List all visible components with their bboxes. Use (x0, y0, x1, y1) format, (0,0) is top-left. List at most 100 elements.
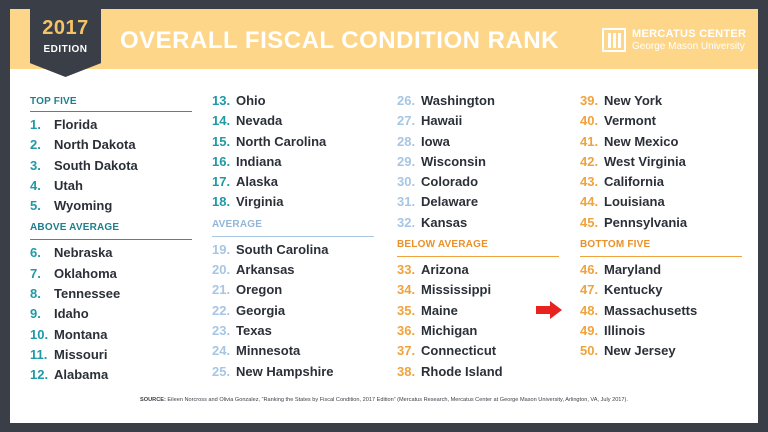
rank-number: 5. (30, 198, 41, 214)
rank-number: 36. (397, 322, 416, 338)
state-name: Colorado (421, 174, 479, 190)
state-name: South Dakota (54, 157, 138, 173)
state-name: New Hampshire (236, 363, 334, 379)
rank-number: 7. (30, 265, 41, 281)
rank-number: 49. (580, 322, 599, 338)
rank-number: 16. (212, 153, 231, 169)
logo-line2: George Mason University (632, 41, 745, 52)
rank-number: 9. (30, 306, 41, 322)
rank-number: 4. (30, 177, 41, 193)
state-name: Minnesota (236, 343, 301, 359)
rank-number: 26. (397, 93, 416, 108)
state-name: Kentucky (604, 282, 663, 298)
rank-number: 25. (212, 363, 231, 379)
rank-number: 28. (397, 133, 416, 149)
state-name: Georgia (236, 302, 286, 318)
rank-row: 35. Maine (397, 301, 559, 321)
rank-number: 20. (212, 262, 231, 278)
state-name: Pennsylvania (604, 214, 688, 230)
state-name: Virginia (236, 194, 284, 210)
rank-row: 10. Montana (30, 325, 192, 345)
rank-row: 24. Minnesota (212, 341, 374, 361)
rank-number: 41. (580, 133, 599, 149)
header-banner: 2017 EDITION OVERALL FISCAL CONDITION RA… (10, 0, 758, 77)
state-name: Rhode Island (421, 363, 503, 379)
state-name: Washington (421, 93, 495, 108)
section-above-average: ABOVE AVERAGE (30, 216, 192, 241)
state-name: North Carolina (236, 133, 327, 149)
rank-row: 50. New Jersey (580, 341, 742, 361)
rank-row: 32. Kansas (397, 213, 559, 233)
logo-line1: MERCATUS CENTER (632, 28, 747, 40)
section-average: AVERAGE (212, 213, 374, 237)
rank-row: 47. Kentucky (580, 280, 742, 300)
state-name: Oklahoma (54, 265, 117, 281)
rank-column-3: 26. Washington 27. Hawaii 28. Iowa 29. Wisco… (397, 91, 559, 382)
rank-number: 24. (212, 343, 231, 359)
rank-number: 23. (212, 322, 231, 338)
rank-number: 14. (212, 113, 231, 129)
rank-column-1: TOP FIVE 1. Florida 2. North Dakota 3. Sout… (30, 92, 192, 386)
rank-row: 27. Hawaii (397, 111, 559, 131)
rank-number: 13. (212, 93, 231, 108)
rank-row: 25. New Hampshire (212, 362, 374, 382)
rank-row: 26. Washington (397, 91, 559, 111)
rank-row: 44. Louisiana (580, 192, 742, 212)
rank-number: 6. (30, 245, 41, 261)
state-name: Michigan (421, 322, 478, 338)
source-label: SOURCE: (140, 397, 166, 403)
rank-number: 32. (397, 214, 416, 230)
rank-number: 38. (397, 363, 416, 379)
state-name: Vermont (604, 113, 657, 129)
rank-row: 41. New Mexico (580, 132, 742, 152)
rank-row: 2. North Dakota (30, 135, 192, 155)
state-name: Wyoming (54, 198, 113, 214)
rank-number: 10. (30, 326, 49, 342)
rank-number: 35. (397, 302, 416, 318)
state-name: Nevada (236, 113, 283, 129)
state-name: Tennessee (54, 286, 121, 302)
state-name: Arizona (421, 262, 469, 278)
state-name: Indiana (236, 153, 282, 169)
rank-number: 48. (580, 302, 599, 318)
state-name: New York (604, 93, 663, 108)
rank-row: 20. Arkansas (212, 260, 374, 280)
rank-column-2: 13. Ohio 14. Nevada 15. North Carolina 16. I… (212, 91, 374, 382)
rank-row: 38. Rhode Island (397, 362, 559, 382)
section-top-five: TOP FIVE (30, 92, 192, 112)
rank-row-highlighted: 48. Massachusetts (580, 301, 742, 321)
rank-number: 42. (580, 153, 599, 169)
rank-row: 3. South Dakota (30, 156, 192, 176)
state-name: New Jersey (604, 343, 676, 359)
rank-row: 5. Wyoming (30, 196, 192, 216)
red-arrow-icon (536, 301, 562, 319)
rank-number: 47. (580, 282, 599, 298)
state-name: Idaho (54, 306, 89, 322)
rank-row: 12. Alabama (30, 365, 192, 385)
rank-row: 17. Alaska (212, 172, 374, 192)
rank-row: 31. Delaware (397, 192, 559, 212)
rank-row: 23. Texas (212, 321, 374, 341)
rank-number: 15. (212, 133, 231, 149)
rank-row: 34. Mississippi (397, 280, 559, 300)
rank-row: 37. Connecticut (397, 341, 559, 361)
rank-number: 22. (212, 302, 231, 318)
rank-number: 8. (30, 286, 41, 302)
rank-row: 29. Wisconsin (397, 152, 559, 172)
rank-number: 1. (30, 117, 41, 132)
rank-row: 19. South Carolina (212, 240, 374, 260)
infographic-card: 2017 EDITION OVERALL FISCAL CONDITION RA… (10, 0, 758, 423)
rank-row: 33. Arizona (397, 260, 559, 280)
state-name: Hawaii (421, 113, 463, 129)
rank-number: 45. (580, 214, 599, 230)
state-name: Delaware (421, 194, 479, 210)
rank-number: 17. (212, 174, 231, 190)
state-name: Connecticut (421, 343, 497, 359)
rank-row: 45. Pennsylvania (580, 213, 742, 233)
rank-row: 46. Maryland (580, 260, 742, 280)
rank-number: 30. (397, 174, 416, 190)
rank-row: 8. Tennessee (30, 284, 192, 304)
rank-number: 50. (580, 343, 599, 359)
rank-number: 34. (397, 282, 416, 298)
state-name: Illinois (604, 322, 646, 338)
